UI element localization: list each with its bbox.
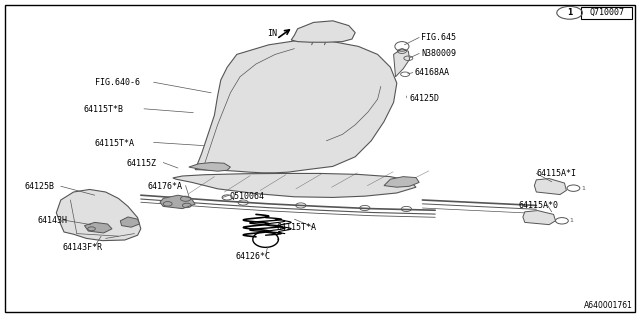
Polygon shape: [189, 163, 230, 171]
Text: 64115A*0: 64115A*0: [518, 201, 559, 210]
Text: 64125B: 64125B: [24, 182, 54, 191]
Text: 64176*A: 64176*A: [147, 182, 182, 191]
Polygon shape: [56, 189, 141, 241]
Text: N380009: N380009: [421, 49, 456, 58]
Text: 64115A*I: 64115A*I: [536, 169, 576, 178]
Polygon shape: [384, 177, 419, 187]
Polygon shape: [173, 173, 416, 197]
Text: 64115T*A: 64115T*A: [276, 223, 317, 232]
Polygon shape: [160, 195, 195, 209]
Text: 64115T*A: 64115T*A: [95, 139, 135, 148]
Text: FIG.640-6: FIG.640-6: [95, 78, 140, 87]
Text: 64143F*R: 64143F*R: [63, 243, 102, 252]
Polygon shape: [195, 40, 397, 173]
Polygon shape: [534, 179, 566, 195]
Polygon shape: [291, 21, 355, 42]
Polygon shape: [394, 49, 410, 77]
Text: Q510064: Q510064: [229, 192, 264, 201]
Text: Q710007: Q710007: [589, 8, 624, 17]
Text: A640001761: A640001761: [584, 301, 632, 310]
Text: IN: IN: [268, 29, 278, 38]
Text: 1: 1: [570, 218, 573, 223]
Text: 64168AA: 64168AA: [415, 68, 450, 77]
FancyBboxPatch shape: [581, 7, 632, 19]
Text: 64143H: 64143H: [37, 216, 67, 225]
FancyBboxPatch shape: [5, 5, 635, 312]
Text: 64126*C: 64126*C: [236, 252, 271, 261]
Polygon shape: [523, 211, 556, 225]
Text: FIG.645: FIG.645: [421, 33, 456, 42]
Text: 64115T*B: 64115T*B: [83, 105, 123, 114]
Polygon shape: [84, 222, 112, 233]
Text: 64125D: 64125D: [410, 94, 440, 103]
Text: 64115Z: 64115Z: [127, 159, 157, 168]
Text: 1: 1: [567, 8, 572, 17]
Text: 1: 1: [581, 186, 585, 191]
Polygon shape: [120, 217, 140, 227]
